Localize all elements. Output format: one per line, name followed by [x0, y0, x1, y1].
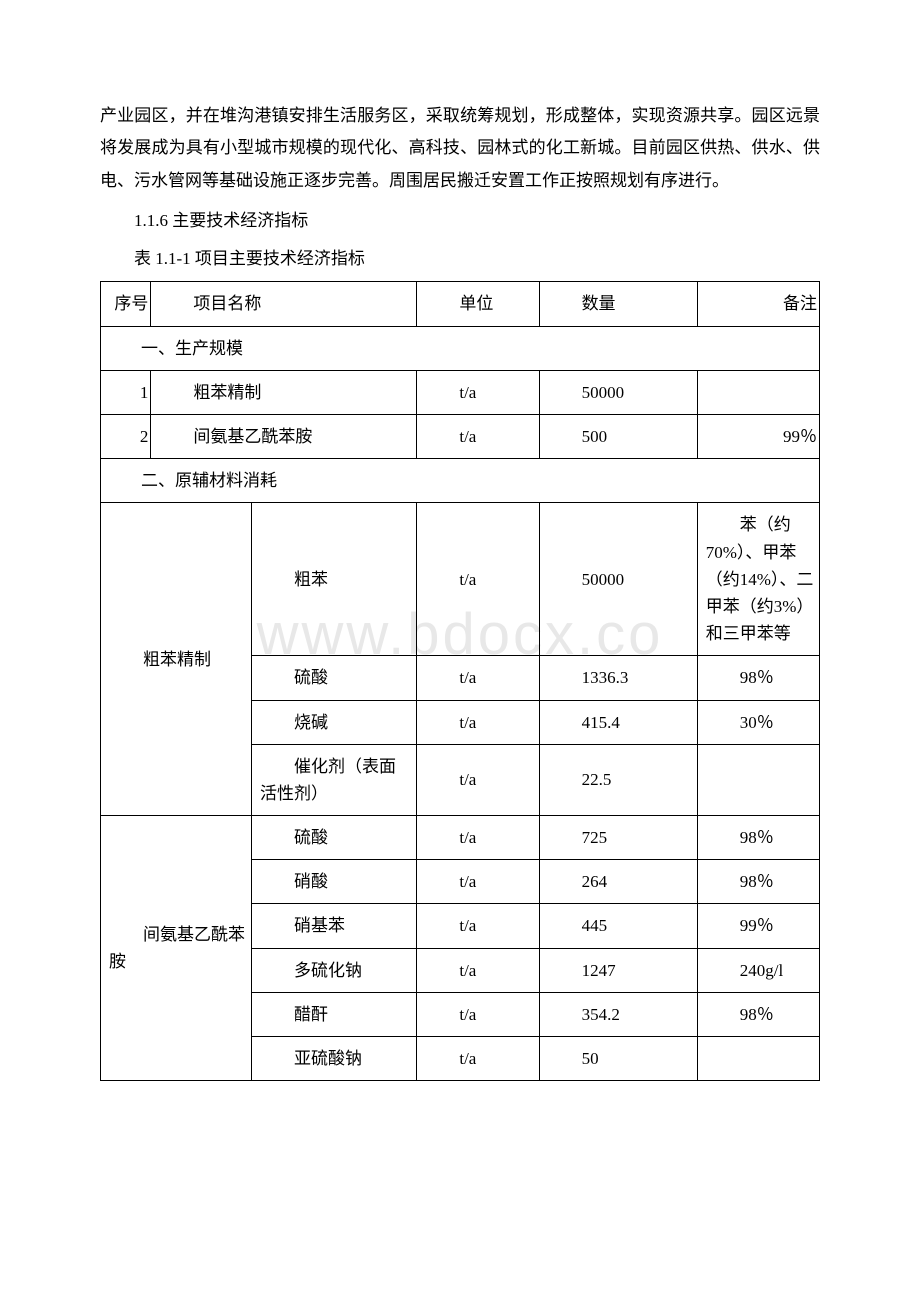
cell-unit: t/a — [417, 904, 539, 948]
table-header-row: 序号 项目名称 单位 数量 备注 — [101, 282, 820, 326]
cell-note — [697, 370, 819, 414]
cell-note: 98％ — [697, 656, 819, 700]
cell-name: 间氨基乙酰苯胺 — [151, 415, 417, 459]
cell-seq: 2 — [101, 415, 151, 459]
cell-unit: t/a — [417, 700, 539, 744]
table-row: 粗苯精制 粗苯 t/a 50000 苯（约 70%）、甲苯（约14%）、二甲苯（… — [101, 503, 820, 656]
cell-unit: t/a — [417, 503, 539, 656]
cell-qty: 1247 — [539, 948, 697, 992]
cell-sub: 硫酸 — [251, 816, 416, 860]
header-note: 备注 — [697, 282, 819, 326]
cell-name: 粗苯精制 — [151, 370, 417, 414]
cell-note: 苯（约 70%）、甲苯（约14%）、二甲苯（约3%）和三甲苯等 — [697, 503, 819, 656]
cell-qty: 415.4 — [539, 700, 697, 744]
cell-qty: 445 — [539, 904, 697, 948]
table-row: 1 粗苯精制 t/a 50000 — [101, 370, 820, 414]
cell-note — [697, 1037, 819, 1081]
cell-note: 99％ — [697, 415, 819, 459]
cell-note: 98％ — [697, 860, 819, 904]
cell-seq: 1 — [101, 370, 151, 414]
cell-qty: 1336.3 — [539, 656, 697, 700]
cell-qty: 264 — [539, 860, 697, 904]
cell-unit: t/a — [417, 370, 539, 414]
cell-qty: 50000 — [539, 503, 697, 656]
table-row: 2 间氨基乙酰苯胺 t/a 500 99％ — [101, 415, 820, 459]
cell-unit: t/a — [417, 744, 539, 815]
header-seq: 序号 — [101, 282, 151, 326]
cell-unit: t/a — [417, 948, 539, 992]
cell-sub: 多硫化钠 — [251, 948, 416, 992]
table-caption: 表 1.1-1 项目主要技术经济指标 — [100, 243, 820, 275]
header-name: 项目名称 — [151, 282, 417, 326]
cell-note: 98％ — [697, 816, 819, 860]
cell-unit: t/a — [417, 1037, 539, 1081]
cell-unit: t/a — [417, 656, 539, 700]
section-heading: 1.1.6 主要技术经济指标 — [100, 205, 820, 237]
cell-note: 240g/l — [697, 948, 819, 992]
body-paragraph: 产业园区，并在堆沟港镇安排生活服务区，采取统筹规划，形成整体，实现资源共享。园区… — [100, 100, 820, 197]
cell-unit: t/a — [417, 992, 539, 1036]
header-qty: 数量 — [539, 282, 697, 326]
cell-unit: t/a — [417, 415, 539, 459]
section-title: 二、原辅材料消耗 — [101, 459, 820, 503]
section-title: 一、生产规模 — [101, 326, 820, 370]
table-row: 间氨基乙酰苯胺 硫酸 t/a 725 98％ — [101, 816, 820, 860]
cell-qty: 725 — [539, 816, 697, 860]
cell-qty: 50 — [539, 1037, 697, 1081]
cell-sub: 粗苯 — [251, 503, 416, 656]
cell-sub: 催化剂（表面活性剂） — [251, 744, 416, 815]
section-row: 一、生产规模 — [101, 326, 820, 370]
cell-sub: 烧碱 — [251, 700, 416, 744]
cell-sub: 亚硫酸钠 — [251, 1037, 416, 1081]
cell-qty: 22.5 — [539, 744, 697, 815]
cell-note: 98％ — [697, 992, 819, 1036]
cell-qty: 354.2 — [539, 992, 697, 1036]
cell-sub: 醋酐 — [251, 992, 416, 1036]
cell-note: 99％ — [697, 904, 819, 948]
cell-qty: 500 — [539, 415, 697, 459]
economic-indicators-table: 序号 项目名称 单位 数量 备注 一、生产规模 1 粗苯精制 t/a 50000… — [100, 281, 820, 1081]
cell-note: 30％ — [697, 700, 819, 744]
cell-qty: 50000 — [539, 370, 697, 414]
group-label: 间氨基乙酰苯胺 — [101, 816, 252, 1081]
header-unit: 单位 — [417, 282, 539, 326]
cell-unit: t/a — [417, 860, 539, 904]
cell-unit: t/a — [417, 816, 539, 860]
group-label: 粗苯精制 — [101, 503, 252, 816]
cell-sub: 硝酸 — [251, 860, 416, 904]
cell-note — [697, 744, 819, 815]
section-row: 二、原辅材料消耗 — [101, 459, 820, 503]
cell-sub: 硫酸 — [251, 656, 416, 700]
cell-sub: 硝基苯 — [251, 904, 416, 948]
